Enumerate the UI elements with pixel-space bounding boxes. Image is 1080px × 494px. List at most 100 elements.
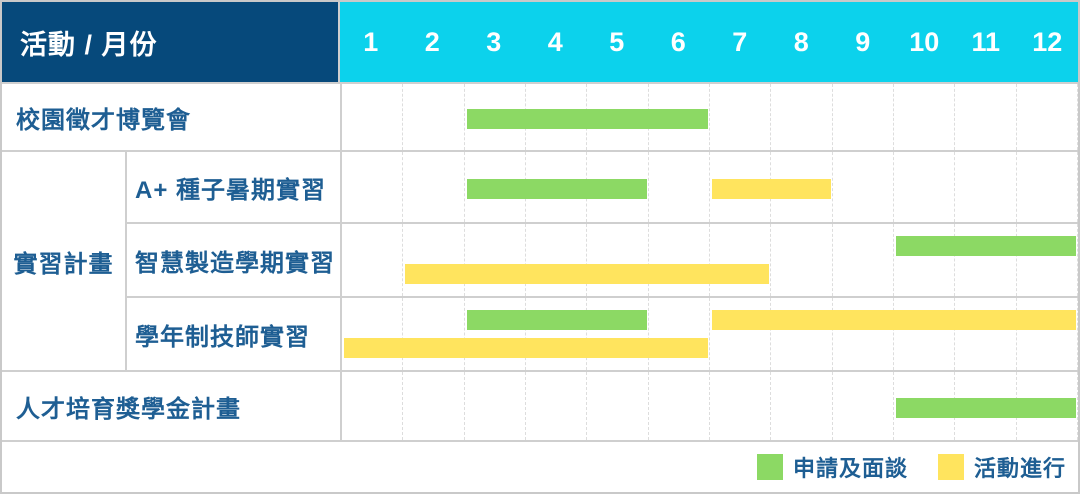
row-label-campus-fair: 校園徵才博覽會 <box>16 106 191 134</box>
month-cell <box>894 84 956 150</box>
header-title-cell: 活動 / 月份 <box>2 2 340 82</box>
month-grid <box>342 298 1078 370</box>
month-cell <box>710 224 772 296</box>
legend-item-application: 申請及面談 <box>756 451 908 483</box>
month-cell <box>955 84 1017 150</box>
gantt-bar-green <box>896 398 1076 418</box>
month-label: 4 <box>547 26 563 57</box>
month-cell <box>403 298 465 370</box>
month-cell <box>771 224 833 296</box>
month-cell <box>649 152 710 222</box>
legend: 申請及面談 活動進行 <box>2 440 1078 492</box>
month-cell <box>833 298 894 370</box>
row-label-smart-manufacturing-internship: 智慧製造學期實習 <box>135 249 335 277</box>
month-cell <box>771 84 833 150</box>
month-cell <box>1017 298 1078 370</box>
table-row: 學年制技師實習 <box>2 296 1078 370</box>
month-cell <box>955 298 1017 370</box>
month-cell <box>587 298 649 370</box>
month-label: 5 <box>609 26 625 57</box>
gantt-bar-yellow <box>405 264 770 284</box>
table-row: A+ 種子暑期實習 <box>2 150 1078 222</box>
table-row: 智慧製造學期實習 <box>2 222 1078 296</box>
legend-label: 申請及面談 <box>792 456 908 481</box>
gantt-bar-green <box>466 179 647 199</box>
month-header-row: 1 2 3 4 5 6 7 8 9 10 11 12 <box>340 2 1078 82</box>
month-label: 1 <box>363 26 379 57</box>
month-cell <box>649 298 710 370</box>
month-cell <box>833 224 894 296</box>
month-cell <box>342 298 404 370</box>
month-cell <box>403 372 465 440</box>
month-label: 2 <box>424 26 440 57</box>
month-cell <box>587 372 649 440</box>
month-cell <box>710 298 772 370</box>
month-cell <box>894 224 956 296</box>
month-cell <box>526 372 588 440</box>
month-cell <box>649 372 710 440</box>
page-title: 活動 / 月份 <box>20 29 158 60</box>
month-cell <box>1017 224 1078 296</box>
month-grid <box>342 372 1078 440</box>
table-row: 人才培育獎學金計畫 <box>2 370 1078 440</box>
month-cell <box>771 152 833 222</box>
row-label-talent-scholarship-program: 人才培育獎學金計畫 <box>16 395 241 423</box>
month-cell <box>403 152 465 222</box>
gantt-bar-green <box>896 236 1076 256</box>
month-cell <box>955 152 1017 222</box>
month-cell <box>1017 84 1078 150</box>
row-chart-area <box>340 298 1078 370</box>
month-cell <box>342 372 404 440</box>
month-grid <box>342 152 1078 222</box>
row-chart-area <box>340 372 1078 440</box>
row-chart-area <box>340 152 1078 222</box>
month-cell <box>710 84 772 150</box>
month-cell <box>342 84 404 150</box>
chart-header: 活動 / 月份 1 2 3 4 5 6 7 8 9 10 11 12 <box>2 2 1078 82</box>
month-cell <box>342 224 404 296</box>
month-cell <box>710 372 772 440</box>
month-cell <box>1017 372 1078 440</box>
chart-body: 校園徵才博覽會 A+ 種子暑期實習 智慧製造學期實習 學年制技師實習 人才培育獎 <box>2 82 1078 440</box>
row-label-aplus-summer-internship: A+ 種子暑期實習 <box>135 176 327 204</box>
row-chart-area <box>340 224 1078 296</box>
month-cell <box>833 152 894 222</box>
month-cell <box>526 224 588 296</box>
legend-item-activity: 活動進行 <box>937 451 1066 483</box>
month-cell <box>465 372 526 440</box>
table-row: 校園徵才博覽會 <box>2 82 1078 150</box>
month-cell <box>526 298 588 370</box>
month-label: 8 <box>793 26 809 57</box>
month-cell <box>649 84 710 150</box>
month-grid <box>342 224 1078 296</box>
month-cell <box>587 152 649 222</box>
green-swatch-icon <box>756 454 783 480</box>
month-cell <box>894 152 956 222</box>
month-label: 9 <box>855 26 871 57</box>
month-cell <box>833 372 894 440</box>
month-label: 3 <box>486 26 502 57</box>
month-label: 11 <box>971 26 1001 57</box>
month-label: 10 <box>909 26 940 57</box>
group-label-internship-program: 實習計畫 <box>2 152 127 370</box>
legend-label: 活動進行 <box>973 456 1066 481</box>
gantt-bar-yellow <box>712 310 1076 330</box>
month-cell <box>771 372 833 440</box>
month-label: 6 <box>670 26 686 57</box>
month-cell <box>1017 152 1078 222</box>
row-label-year-round-technician-internship: 學年制技師實習 <box>135 323 310 351</box>
gantt-bar-yellow <box>344 338 708 358</box>
month-label: 7 <box>732 26 748 57</box>
month-cell <box>833 84 894 150</box>
month-cell <box>403 84 465 150</box>
yellow-swatch-icon <box>937 454 964 480</box>
month-cell <box>465 298 526 370</box>
month-cell <box>649 224 710 296</box>
gantt-bar-green <box>466 310 647 330</box>
month-cell <box>955 224 1017 296</box>
gantt-bar-yellow <box>712 179 831 199</box>
gantt-bar-green <box>466 109 708 129</box>
month-cell <box>894 298 956 370</box>
row-chart-area <box>340 84 1078 150</box>
